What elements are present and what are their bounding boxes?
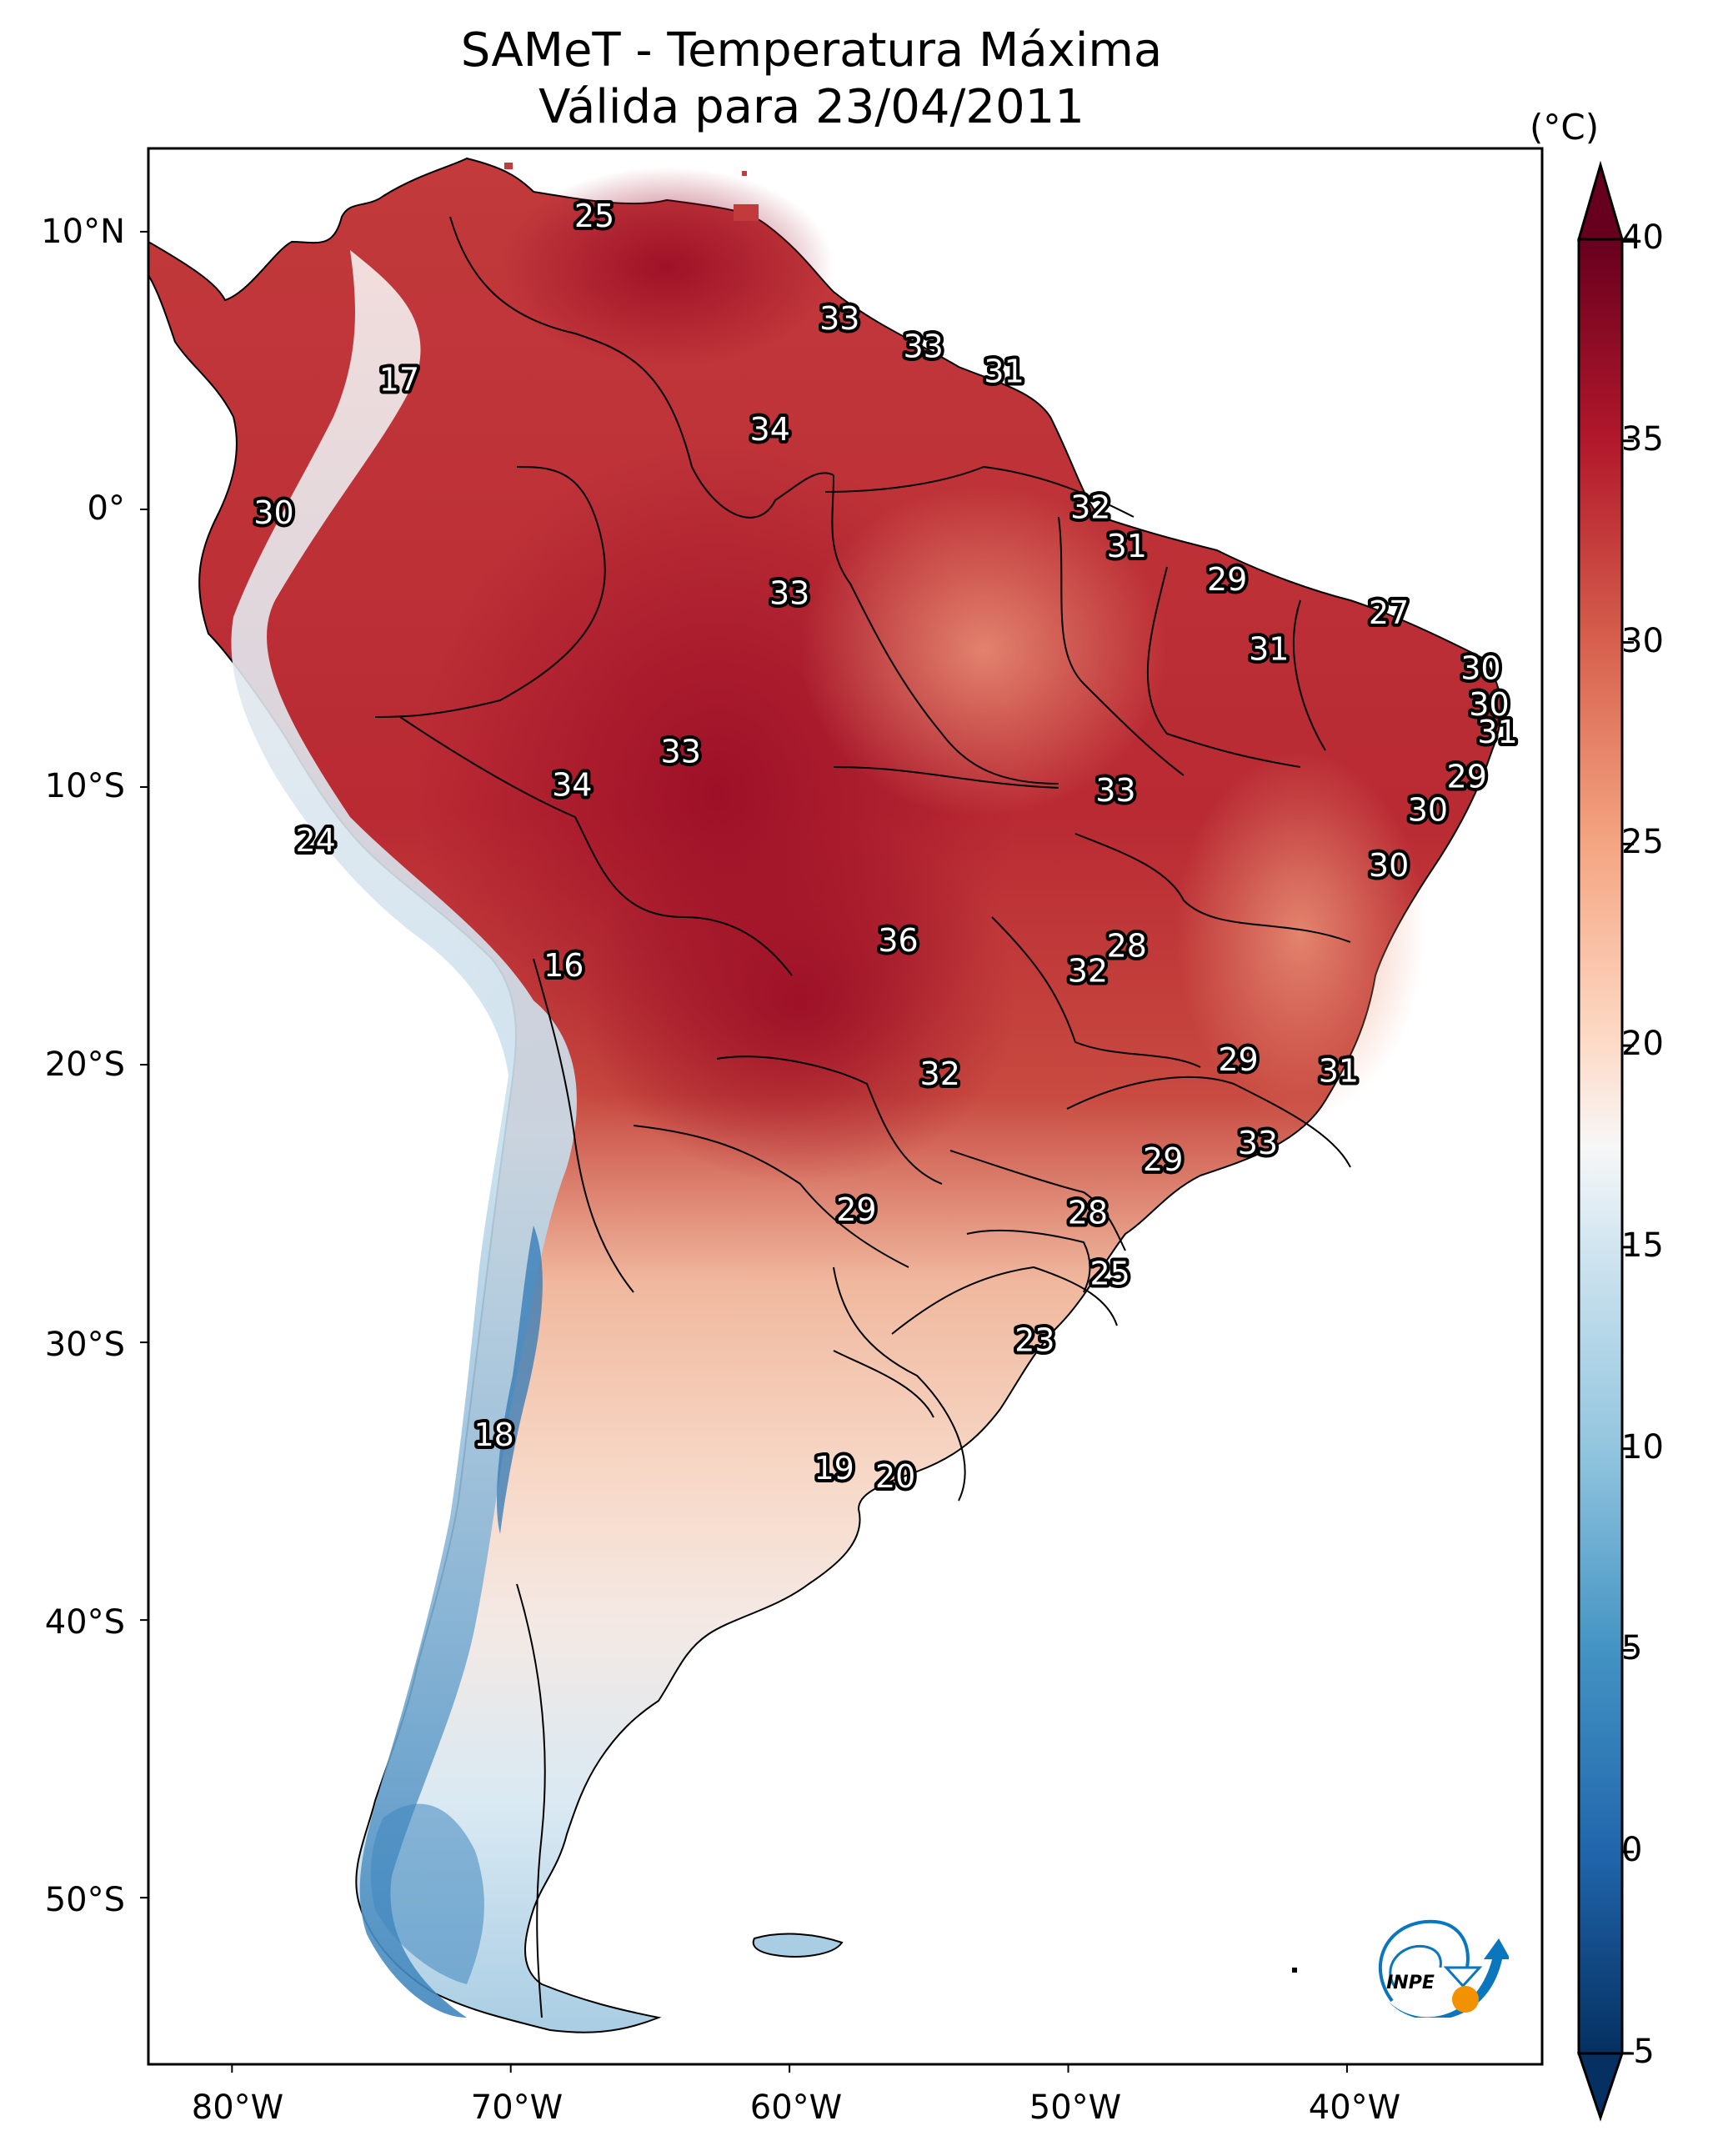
y-tick-label: 10°S bbox=[44, 767, 125, 805]
station-value-label: 36 bbox=[878, 922, 918, 959]
station-value-label: 31 bbox=[984, 353, 1024, 389]
island-dot bbox=[1292, 1968, 1297, 1973]
andes-deep-cold bbox=[496, 1226, 543, 1534]
y-tick-label: 10°N bbox=[41, 213, 125, 251]
colorbar-tick-label: 40 bbox=[1621, 218, 1664, 257]
station-value-label: 33 bbox=[661, 734, 701, 770]
x-tick-label: 70°W bbox=[470, 2088, 563, 2127]
station-value-label: 31 bbox=[1477, 714, 1517, 750]
station-value-label: 28 bbox=[1107, 928, 1147, 965]
station-value-label: 24 bbox=[295, 822, 335, 859]
colorbar-tick-label: 20 bbox=[1621, 1025, 1664, 1064]
inpe-logo: INPE bbox=[1378, 1919, 1509, 2018]
station-value-label: 32 bbox=[1068, 953, 1108, 990]
station-value-label: 29 bbox=[1143, 1141, 1183, 1178]
station-value-label: 27 bbox=[1369, 594, 1409, 631]
colorbar-outline bbox=[1577, 238, 1624, 2055]
colorbar-extend-min bbox=[1576, 2052, 1625, 2122]
station-value-label: 20 bbox=[875, 1458, 915, 1495]
colorbar-tick-label: 30 bbox=[1621, 621, 1664, 660]
axes-border bbox=[147, 147, 1544, 2066]
colorbar-unit-label: (°C) bbox=[1530, 107, 1600, 148]
y-tick-label: 20°S bbox=[44, 1045, 125, 1084]
axis-ticks bbox=[140, 230, 1348, 2073]
colorbar-extend-max bbox=[1576, 160, 1625, 241]
country-borders bbox=[374, 216, 1351, 2018]
station-value-label: 25 bbox=[574, 198, 614, 234]
station-value-label: 29 bbox=[1447, 759, 1487, 795]
falkland-islands bbox=[752, 1933, 844, 1958]
y-tick-label: 0° bbox=[87, 489, 125, 528]
station-value-label: 19 bbox=[814, 1450, 854, 1487]
colorbar bbox=[1576, 160, 1634, 2122]
station-value-label: 34 bbox=[552, 767, 592, 804]
y-tick-label: 50°S bbox=[44, 1881, 125, 1919]
y-tick-label: 30°S bbox=[44, 1326, 125, 1364]
station-value-label: 31 bbox=[1249, 630, 1289, 667]
station-value-label: 33 bbox=[1095, 772, 1135, 809]
station-value-label: 33 bbox=[1238, 1125, 1278, 1161]
station-value-label: 30 bbox=[253, 494, 293, 531]
colorbar-tick-label: 0 bbox=[1621, 1831, 1643, 1870]
colorbar-tick-label: 15 bbox=[1621, 1226, 1664, 1265]
logo-text: INPE bbox=[1386, 1973, 1435, 1993]
temperature-field bbox=[148, 157, 1502, 2033]
colorbar-tick-label: -5 bbox=[1621, 2033, 1655, 2071]
station-value-label: 25 bbox=[1090, 1256, 1130, 1292]
andes-cold-band bbox=[231, 250, 577, 2018]
station-value-label: 23 bbox=[1014, 1322, 1054, 1359]
station-value-label: 16 bbox=[543, 947, 584, 984]
station-value-label: 17 bbox=[379, 361, 419, 398]
colorbar-tick-label: 10 bbox=[1621, 1427, 1664, 1467]
patagonia-cold bbox=[370, 1803, 484, 1984]
station-value-label: 30 bbox=[1460, 650, 1500, 687]
station-value-label: 32 bbox=[1070, 489, 1110, 525]
colorbar-ticks bbox=[1622, 238, 1634, 2055]
caribbean-island bbox=[504, 163, 513, 169]
caribbean-island bbox=[742, 171, 747, 176]
colorbar-tick-label: 25 bbox=[1621, 823, 1664, 862]
trinidad-island bbox=[734, 204, 759, 221]
station-value-label: 33 bbox=[903, 328, 943, 364]
station-value-label: 18 bbox=[473, 1416, 513, 1453]
station-value-label: 29 bbox=[1218, 1041, 1258, 1078]
station-value-label: 29 bbox=[836, 1191, 876, 1228]
x-tick-label: 60°W bbox=[749, 2088, 843, 2127]
x-tick-label: 40°W bbox=[1308, 2088, 1401, 2127]
x-tick-label: 50°W bbox=[1029, 2088, 1122, 2127]
station-value-label: 30 bbox=[1408, 791, 1448, 828]
station-value-label: 31 bbox=[1107, 528, 1147, 564]
station-value-label: 30 bbox=[1369, 847, 1409, 884]
station-value-label: 31 bbox=[1319, 1053, 1359, 1090]
y-tick-label: 40°S bbox=[44, 1603, 125, 1642]
station-value-label: 29 bbox=[1207, 561, 1247, 598]
colorbar-body bbox=[1579, 239, 1622, 2053]
logo-arc-icon bbox=[1378, 1919, 1470, 2003]
colorbar-tick-label: 5 bbox=[1621, 1629, 1643, 1668]
logo-sun-icon bbox=[1452, 1986, 1479, 2013]
station-value-label: 33 bbox=[769, 575, 809, 612]
chart-subtitle: Válida para 23/04/2011 bbox=[538, 80, 1084, 134]
logo-inner-arc-icon bbox=[1389, 1944, 1442, 1989]
colorbar-tick-label: 35 bbox=[1621, 419, 1664, 459]
station-value-label: 33 bbox=[819, 300, 859, 337]
station-value-label: 28 bbox=[1068, 1194, 1108, 1231]
station-value-label: 32 bbox=[920, 1055, 960, 1092]
chart-title: SAMeT - Temperatura Máxima bbox=[460, 23, 1163, 78]
station-value-label: 30 bbox=[1469, 686, 1509, 723]
station-value-label: 34 bbox=[750, 411, 790, 448]
logo-down-arrow-icon bbox=[1443, 1966, 1483, 1988]
x-tick-label: 80°W bbox=[191, 2088, 284, 2127]
